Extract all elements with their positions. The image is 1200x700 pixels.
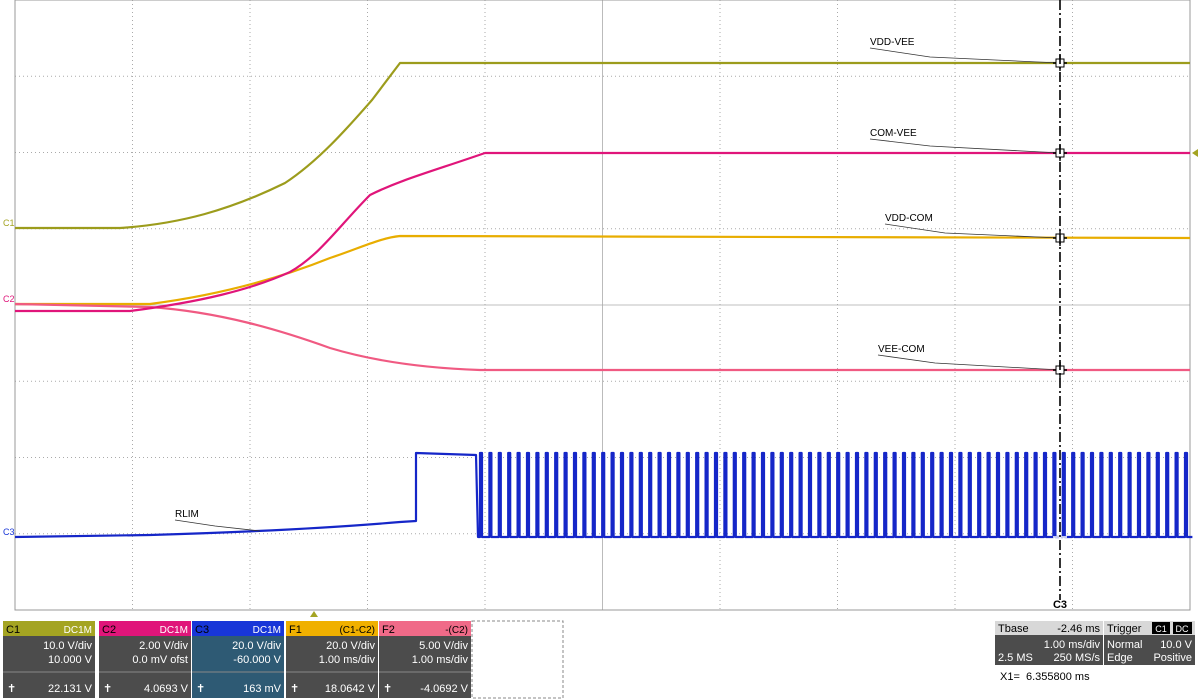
trigger-coupling: DC <box>1176 624 1189 634</box>
channel-scale: 20.0 V/div <box>232 640 281 652</box>
cursor-icon: ✝ <box>103 683 112 695</box>
timebase-rate: 250 MS/s <box>1054 652 1101 664</box>
trace-label: VDD-COM <box>885 213 933 224</box>
trace-label: COM-VEE <box>870 128 917 139</box>
trace-vee-com <box>14 302 1190 372</box>
trace-com-vee <box>15 151 1190 313</box>
trace-label: VDD-VEE <box>870 37 915 48</box>
traces <box>14 61 1193 539</box>
channel-tag: DC1M <box>160 625 188 636</box>
leader-line <box>869 138 1061 154</box>
channel-reading: 4.0693 V <box>144 683 189 695</box>
channel-marker: C3 <box>3 527 15 537</box>
channel-header <box>99 621 191 636</box>
channel-tag: DC1M <box>253 625 281 636</box>
channel-marker: C1 <box>3 218 15 228</box>
channel-offset: 1.00 ms/div <box>319 654 376 666</box>
channel-offset: 0.0 mV ofst <box>132 654 188 666</box>
channel-reading: 163 mV <box>243 683 282 695</box>
trace-label: RLIM <box>175 509 199 520</box>
cursor-icon: ✝ <box>383 683 392 695</box>
channel-scale: 20.0 V/div <box>326 640 375 652</box>
trigger-header <box>1104 621 1195 635</box>
channel-header <box>286 621 378 636</box>
leader-line <box>869 47 1061 64</box>
channel-reading: -4.0692 V <box>420 683 468 695</box>
leader-line <box>884 223 1061 239</box>
trigger-source: C1 <box>1155 624 1167 634</box>
channel-name: C3 <box>195 624 209 636</box>
trigger-slope: Positive <box>1153 652 1192 664</box>
cursor-icon: ✝ <box>196 683 205 695</box>
trace-vdd-com <box>15 234 1191 306</box>
channel-name: F1 <box>289 624 302 636</box>
channel-marker: C2 <box>3 294 15 304</box>
timebase-samples: 2.5 MS <box>998 652 1033 664</box>
channel-header <box>192 621 284 636</box>
channel-offset: 1.00 ms/div <box>412 654 469 666</box>
timebase-title: Tbase <box>998 623 1029 635</box>
trigger-time-marker <box>310 611 318 617</box>
channel-header <box>379 621 471 636</box>
timebase-offset: -2.46 ms <box>1057 623 1100 635</box>
timebase-scale: 1.00 ms/div <box>1044 639 1101 651</box>
channel-name: C1 <box>6 624 20 636</box>
trigger-coupling-box <box>1173 622 1192 634</box>
channel-header <box>3 621 95 636</box>
cursor-label: C3 <box>1053 599 1067 611</box>
channel-scale: 10.0 V/div <box>43 640 92 652</box>
trace-label: VEE-COM <box>878 344 925 355</box>
cursor-icon: ✝ <box>7 683 16 695</box>
empty-slot <box>471 620 564 699</box>
trigger-source-box <box>1152 622 1170 634</box>
trigger-type: Edge <box>1107 652 1133 664</box>
level-marker <box>1192 149 1198 157</box>
leader-line <box>174 519 261 532</box>
timebase-header <box>995 621 1103 635</box>
cursor-readout: X1= 6.355800 ms <box>1000 671 1090 683</box>
channel-scale: 5.00 V/div <box>419 640 468 652</box>
trigger-title: Trigger <box>1107 623 1142 635</box>
channel-tag: -(C2) <box>445 625 468 636</box>
info-panel: C1 DC1M 10.0 V/div 10.000 V ✝ 22.131 V C2 DC1M 2… <box>3 621 1195 698</box>
channel-reading: 18.0642 V <box>325 683 376 695</box>
channel-offset: -60.000 V <box>233 654 281 666</box>
trace-vdd-vee <box>15 61 1190 230</box>
channel-reading: 22.131 V <box>48 683 93 695</box>
channel-name: C2 <box>102 624 116 636</box>
channel-offset: 10.000 V <box>48 654 93 666</box>
trigger-mode: Normal <box>1107 639 1142 651</box>
channel-scale: 2.00 V/div <box>139 640 188 652</box>
trace-rlim <box>14 451 1193 539</box>
channel-tag: (C1-C2) <box>339 625 375 636</box>
channel-tag: DC1M <box>64 625 92 636</box>
trigger-level: 10.0 V <box>1160 639 1192 651</box>
leader-line <box>877 354 1061 371</box>
channel-name: F2 <box>382 624 395 636</box>
cursor-icon: ✝ <box>290 683 299 695</box>
